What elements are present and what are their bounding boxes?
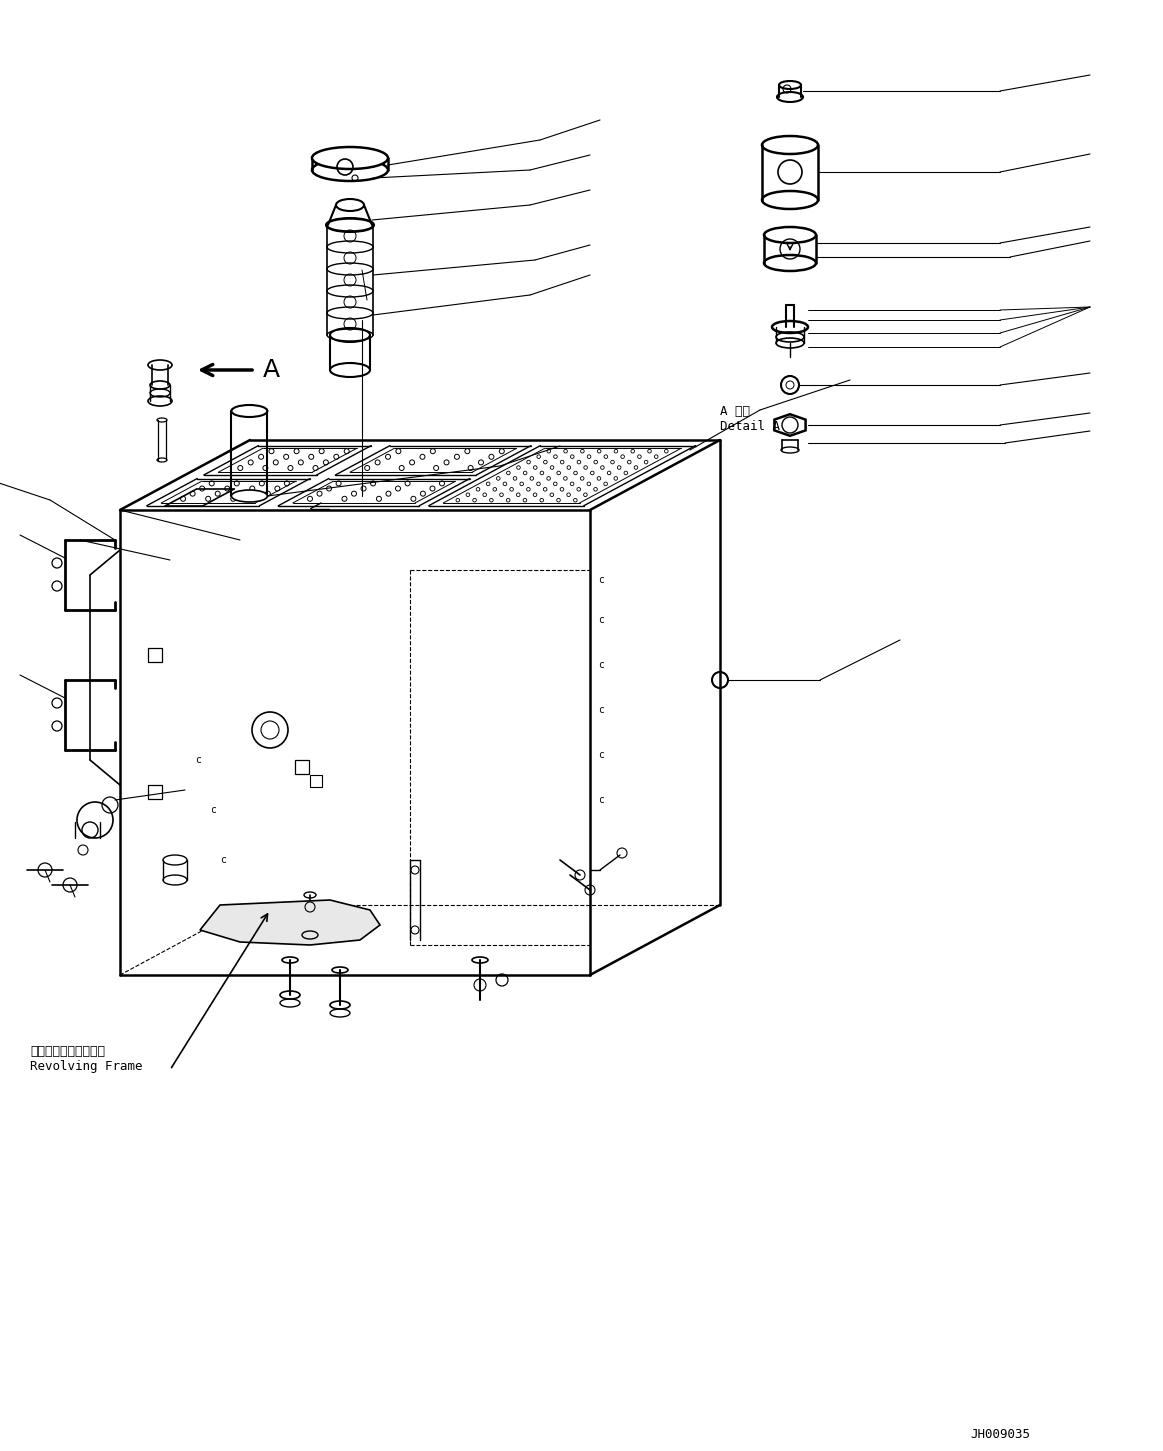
- Polygon shape: [775, 414, 806, 435]
- Circle shape: [786, 382, 794, 389]
- Bar: [311, 775, 322, 786]
- Bar: [148, 785, 162, 800]
- Text: c: c: [220, 855, 226, 865]
- Text: JH009035: JH009035: [970, 1428, 1030, 1441]
- Text: A 詳細
Detail A: A 詳細 Detail A: [720, 405, 780, 432]
- Text: c: c: [598, 660, 604, 670]
- Text: A: A: [263, 358, 280, 382]
- Text: c: c: [598, 750, 604, 760]
- Text: c: c: [598, 575, 604, 585]
- Text: c: c: [598, 705, 604, 715]
- Bar: [148, 649, 162, 662]
- Bar: [295, 760, 309, 773]
- Ellipse shape: [231, 490, 267, 502]
- Ellipse shape: [312, 147, 388, 168]
- Polygon shape: [200, 900, 380, 945]
- Text: c: c: [211, 805, 216, 815]
- Text: レボルビングフレーム
Revolving Frame: レボルビングフレーム Revolving Frame: [30, 1045, 143, 1072]
- Text: c: c: [598, 795, 604, 805]
- Text: c: c: [598, 615, 604, 625]
- Text: c: c: [195, 755, 201, 765]
